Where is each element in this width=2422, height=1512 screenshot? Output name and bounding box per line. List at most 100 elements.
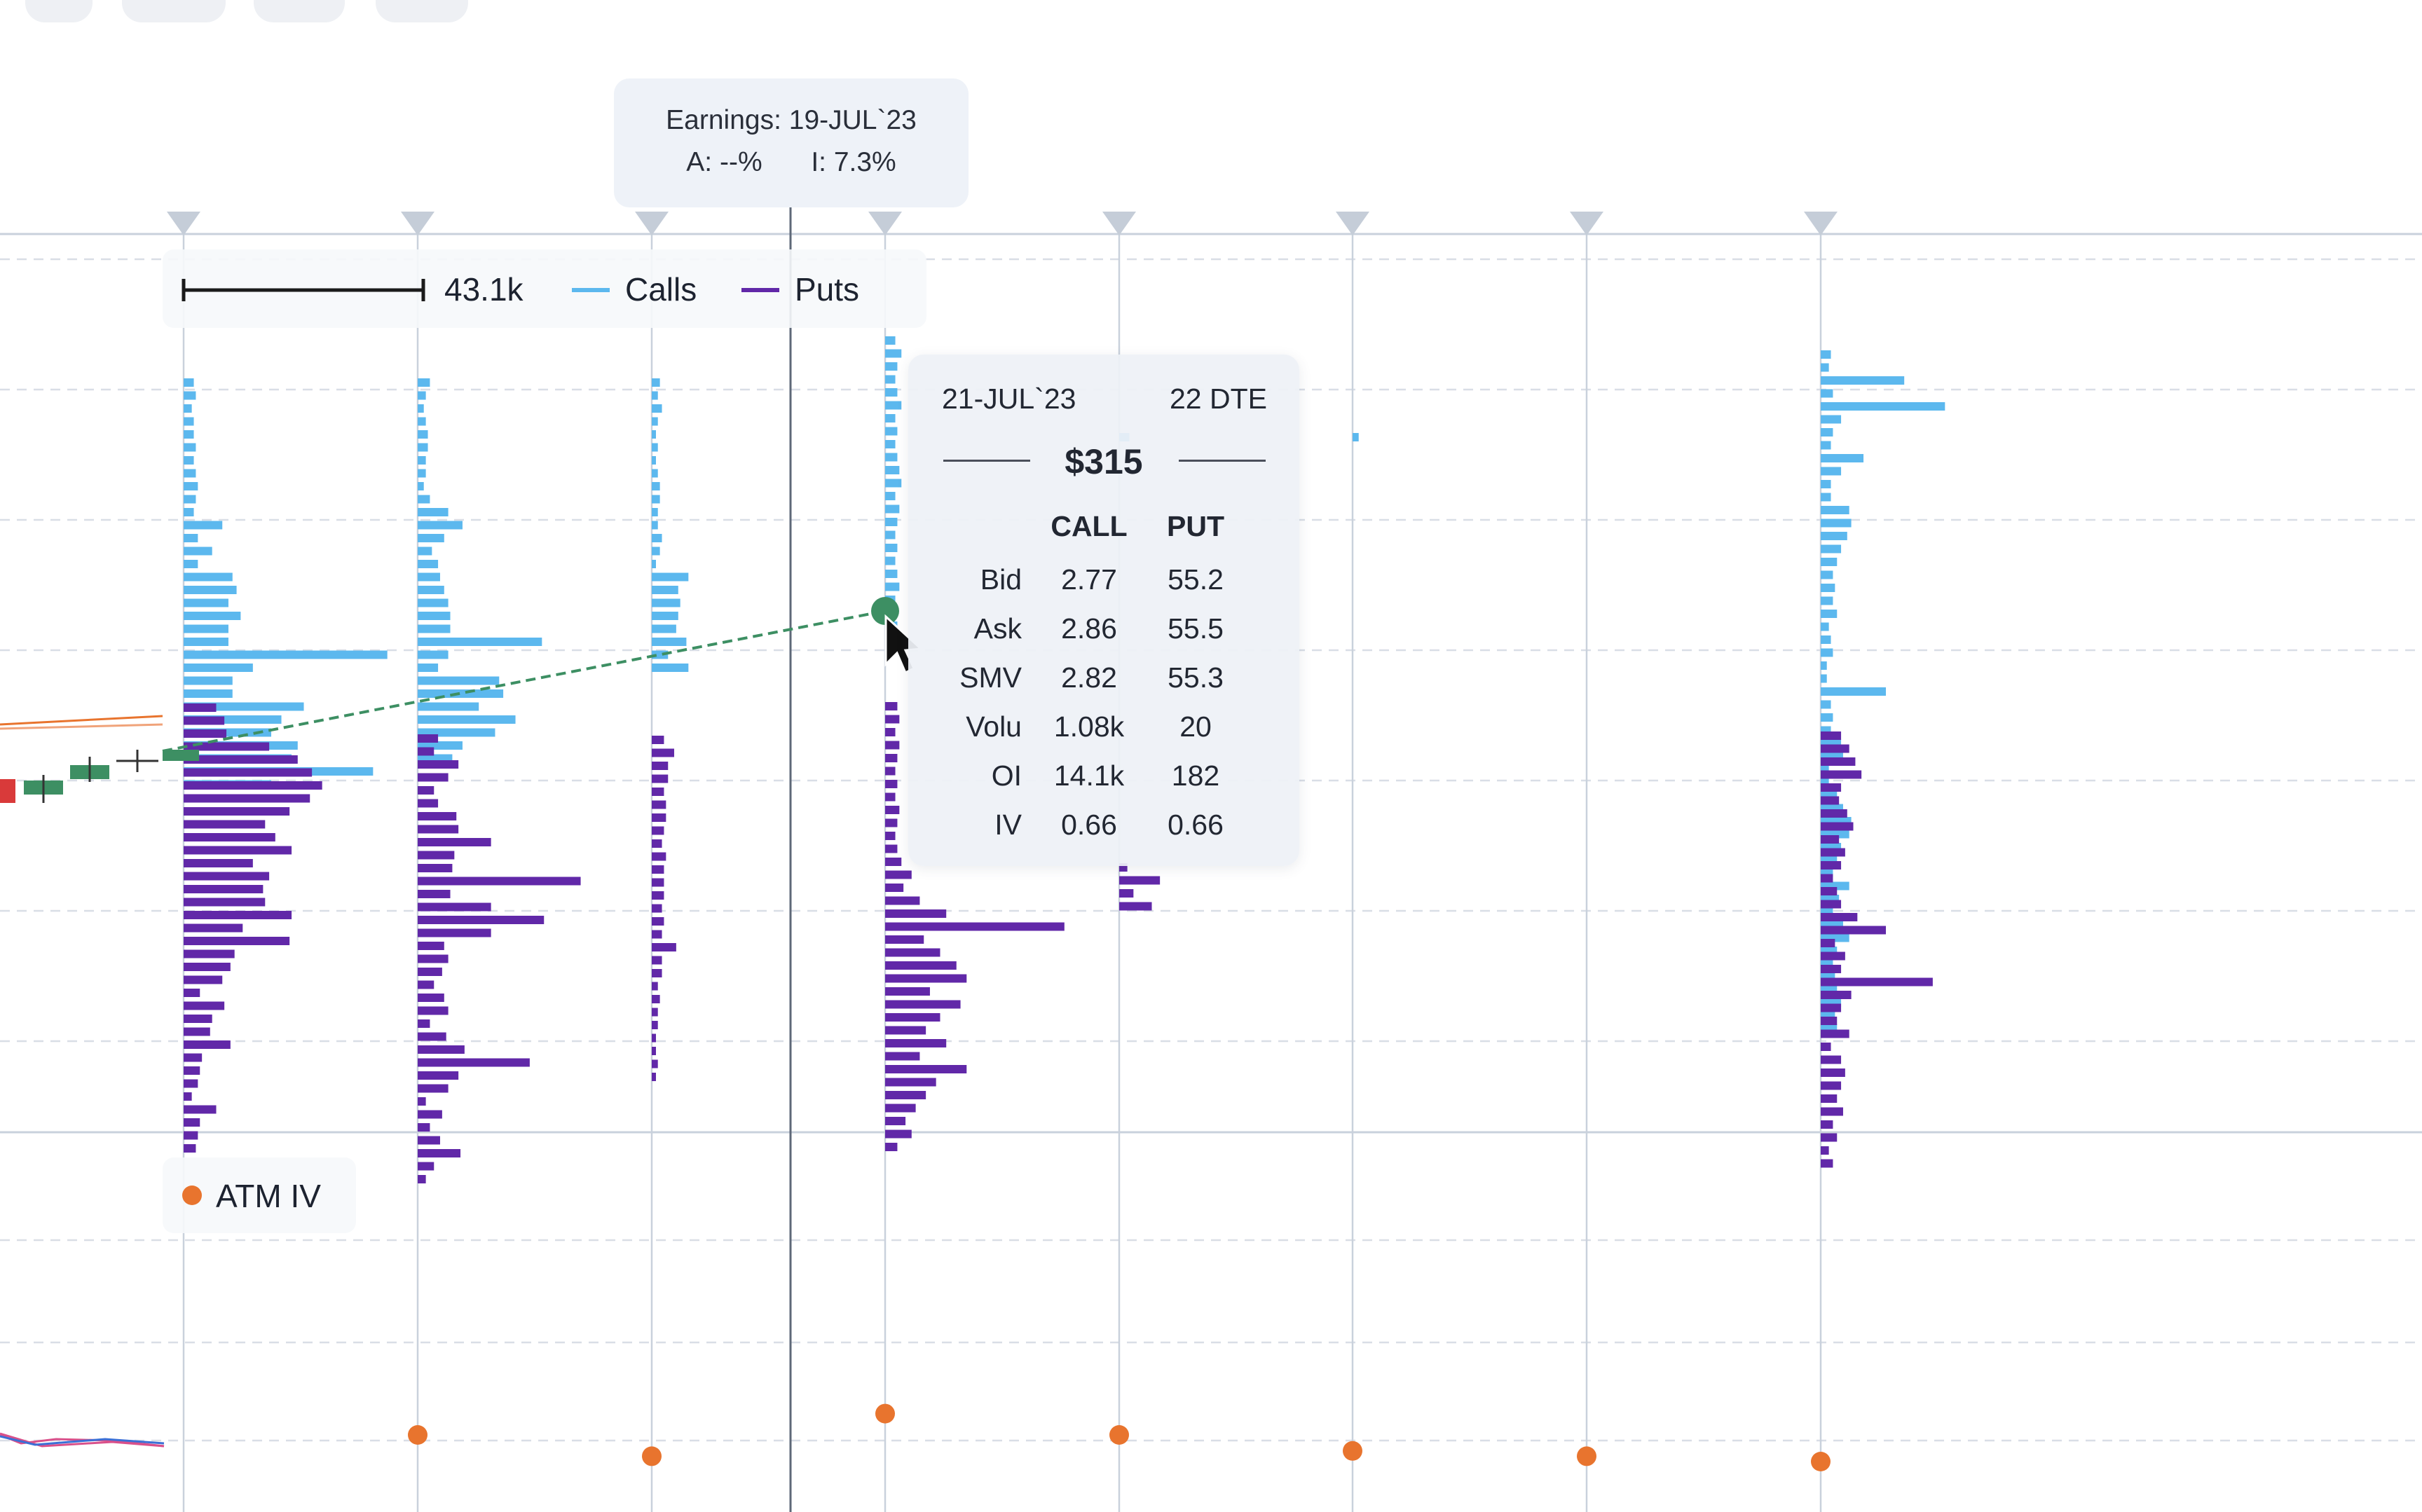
tooltip-call-value: 0.66 [1061, 809, 1117, 841]
call-oi-bar [885, 518, 898, 526]
call-oi-bar [418, 469, 426, 478]
put-oi-bar [885, 741, 900, 750]
call-oi-bar [652, 560, 656, 568]
call-oi-bar [184, 417, 194, 426]
put-oi-bar [1821, 1029, 1849, 1038]
atm-iv-point [408, 1425, 427, 1445]
call-oi-bar [184, 391, 196, 400]
call-oi-bar [418, 547, 432, 556]
call-oi-bar [1821, 363, 1829, 372]
hover-layer [162, 597, 924, 752]
put-oi-bar [418, 1123, 430, 1132]
put-oi-bar [184, 794, 310, 803]
call-oi-bar [418, 664, 439, 672]
atm-iv-legend: ATM IV [163, 1157, 356, 1233]
atm-iv-label[interactable]: ATM IV [216, 1178, 321, 1214]
call-oi-bar [184, 612, 241, 620]
put-oi-bar [652, 930, 662, 939]
call-oi-bar [652, 430, 656, 439]
scale-value: 43.1k [444, 271, 524, 308]
put-oi-bar [1821, 770, 1862, 779]
put-oi-bar [1119, 863, 1128, 872]
tooltip-col-call: CALL [1051, 510, 1128, 542]
tooltip-rule-left [943, 460, 1030, 462]
call-oi-bar [1821, 661, 1827, 670]
put-oi-bar [885, 987, 930, 996]
put-oi-bar [184, 1118, 200, 1127]
range-button[interactable] [376, 0, 468, 22]
put-oi-bar [1821, 1146, 1829, 1155]
call-oi-bar [1821, 622, 1829, 631]
put-oi-bar [652, 956, 662, 965]
put-oi-bar [885, 1000, 961, 1009]
call-oi-bar [184, 378, 194, 387]
call-oi-bar [184, 508, 194, 516]
put-oi-bar [885, 909, 947, 918]
range-button[interactable] [122, 0, 226, 22]
put-oi-bar [418, 942, 444, 950]
call-oi-bar [184, 572, 233, 582]
put-oi-bar [652, 891, 664, 900]
calls-legend-label[interactable]: Calls [625, 271, 697, 308]
atm-iv-point [1343, 1441, 1362, 1461]
put-oi-bar [184, 1053, 203, 1062]
call-oi-bar [418, 404, 424, 413]
call-oi-bar [885, 530, 896, 539]
expiry-marker-icon [1570, 212, 1603, 235]
put-oi-bar [652, 839, 662, 848]
call-oi-bar [184, 482, 198, 490]
call-oi-bar [652, 456, 656, 465]
expiry-marker-icon [635, 212, 669, 235]
range-button[interactable] [25, 0, 93, 22]
call-oi-bar [652, 638, 687, 646]
call-oi-bar [885, 349, 902, 358]
call-oi-bar [184, 560, 198, 568]
put-oi-bar [652, 813, 666, 822]
call-oi-bar [418, 443, 428, 452]
candle-up [163, 750, 199, 761]
call-oi-bar [1821, 570, 1833, 579]
call-oi-bar [184, 638, 228, 646]
put-oi-bar [1821, 822, 1854, 831]
call-oi-bar [1821, 518, 1852, 528]
earnings-date: Earnings: 19-JUL`23 [666, 105, 917, 135]
put-oi-bar [885, 767, 896, 776]
put-oi-bar [1821, 757, 1856, 766]
tooltip-put-value: 55.2 [1168, 563, 1224, 596]
earnings-pill[interactable]: Earnings: 19-JUL`23 A: --% I: 7.3% [614, 78, 969, 207]
call-oi-bar [1821, 778, 1829, 787]
put-oi-bar [184, 1015, 212, 1023]
call-oi-bar [652, 443, 658, 452]
put-oi-bar [885, 728, 896, 736]
call-oi-bar [885, 440, 896, 448]
put-oi-bar [418, 734, 439, 743]
call-oi-bar [1821, 493, 1831, 502]
call-oi-bar [885, 556, 896, 565]
call-oi-bar [885, 570, 898, 578]
price-candles [0, 715, 199, 803]
put-oi-bar [184, 1092, 192, 1101]
put-oi-bar [885, 884, 904, 892]
atm-iv-point [875, 1403, 895, 1424]
tooltip-col-put: PUT [1167, 510, 1224, 542]
put-oi-bar [652, 969, 662, 977]
call-oi-bar [885, 492, 896, 500]
put-oi-bar [418, 1162, 435, 1171]
range-button[interactable] [254, 0, 345, 22]
call-oi-bar [184, 547, 212, 556]
put-oi-bar [885, 870, 912, 879]
put-oi-bar [652, 943, 676, 951]
put-oi-bar [1821, 874, 1833, 883]
call-oi-bar [418, 378, 430, 387]
put-oi-bar [885, 715, 900, 724]
call-oi-bar [418, 586, 444, 594]
call-oi-bar [1821, 700, 1831, 709]
put-oi-bar [184, 898, 266, 907]
call-oi-bar [418, 456, 426, 465]
put-oi-bar [184, 1144, 196, 1153]
put-oi-bar [1821, 1120, 1833, 1129]
puts-legend-label[interactable]: Puts [795, 271, 860, 308]
call-oi-bar [1821, 610, 1838, 618]
tooltip-strike: $315 [1065, 442, 1143, 481]
put-oi-bar [652, 995, 660, 1003]
